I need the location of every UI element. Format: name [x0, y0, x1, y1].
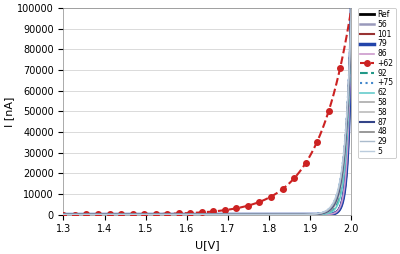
Y-axis label: I [nA]: I [nA] [4, 96, 14, 126]
Legend: Ref, 56, 101, 79, 86, +62, 92, +75, 62, 58, 58, 87, 48, 29, 5: Ref, 56, 101, 79, 86, +62, 92, +75, 62, … [358, 8, 396, 158]
X-axis label: U[V]: U[V] [195, 240, 220, 250]
